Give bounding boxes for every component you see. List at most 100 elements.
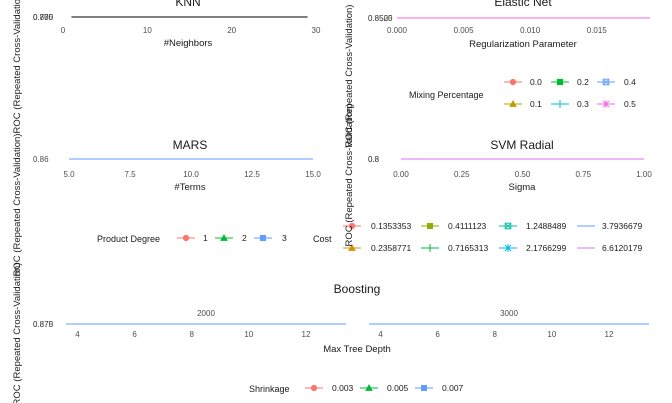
knn-x-tick: 0 — [61, 26, 66, 35]
boost-legend-item-1-label: 0.005 — [387, 383, 409, 393]
knn-y-tick: 0.800 — [33, 13, 54, 22]
enet-x-tick: 0.005 — [454, 26, 475, 35]
svm-legend-item-5-marker — [504, 244, 512, 252]
enet-legend-item-2-marker — [556, 78, 564, 86]
svm-legend-item-1-marker — [348, 243, 356, 251]
enet-x-tick: 0.000 — [387, 26, 408, 35]
boost-facet-label-1: 3000 — [500, 309, 518, 318]
boost-x-tick: 6 — [132, 330, 137, 339]
svm-legend-item-3-marker — [426, 244, 434, 252]
svm-legend-item-7-label: 6.6120179 — [602, 243, 642, 253]
boost-x-tick: 8 — [492, 330, 497, 339]
mars-x-tick: 7.5 — [124, 170, 136, 179]
boost-x-tick: 10 — [244, 330, 253, 339]
svm-legend-item-4-marker-shape-d2 — [504, 222, 512, 230]
enet-legend-item-1-marker — [509, 99, 517, 107]
mars-x-axis-label: #Terms — [174, 182, 205, 193]
mars-y-axis-label: ROC (Repeated Cross-Validation) — [12, 134, 23, 277]
knn-x-tick: 10 — [143, 26, 152, 35]
boost-x-tick: 12 — [605, 330, 614, 339]
boost-legend-item-0-marker — [310, 384, 318, 392]
svm-x-tick: 0.75 — [575, 170, 591, 179]
boost-legend-item-0-label: 0.003 — [332, 383, 354, 393]
enet-x-axis-label: Regularization Parameter — [469, 39, 577, 50]
enet-legend-item-2-marker-shape — [556, 78, 564, 86]
enet-y-tick: 0.8525 — [368, 14, 393, 23]
knn-x-tick: 30 — [312, 26, 321, 35]
mars-legend-item-1-label: 2 — [242, 233, 247, 243]
boost-legend-title: Shrinkage — [249, 384, 290, 394]
mars-legend-title: Product Degree — [97, 234, 160, 244]
svm-legend-item-0-marker-shape — [348, 222, 356, 230]
enet-legend-item-3-marker — [556, 100, 564, 108]
enet-title: Elastic Net — [494, 0, 552, 9]
svm-x-axis-label: Sigma — [509, 182, 537, 193]
svm-y-axis-label: ROC (Repeated Cross-Validation) — [344, 104, 355, 247]
knn-y-axis-label: ROC (Repeated Cross-Validation) — [12, 0, 23, 133]
mars-x-tick: 10.0 — [183, 170, 199, 179]
svm-legend-item-3-label: 0.7165313 — [448, 243, 488, 253]
svm-x-tick: 0.50 — [515, 170, 531, 179]
svm-legend-item-6-label: 3.7936679 — [602, 221, 642, 231]
svm-legend-item-1-marker-shape — [348, 243, 356, 251]
boost-x-tick: 8 — [189, 330, 194, 339]
boost-facet-label-0: 2000 — [197, 309, 215, 318]
enet-x-tick: 0.015 — [587, 26, 608, 35]
svm-legend-item-2-marker — [427, 223, 433, 229]
enet-legend-item-1-marker-shape — [509, 99, 517, 107]
boost-legend-item-0-marker-shape — [310, 384, 318, 392]
mars-legend-item-1-marker-shape — [220, 233, 228, 241]
mars-legend-item-1-marker — [220, 233, 228, 241]
mars-legend-item-0-label: 1 — [203, 233, 208, 243]
boost-y-tick: 0.875 — [33, 320, 54, 329]
svm-legend-item-4-marker-shape — [504, 222, 512, 230]
svm-legend-item-4-label: 1.2488489 — [526, 221, 566, 231]
knn-x-tick: 20 — [227, 26, 236, 35]
svm-legend-item-0-label: 0.1353353 — [371, 221, 411, 231]
mars-legend-item-0-marker-shape — [182, 234, 190, 242]
boost-legend-item-1-marker — [365, 383, 373, 391]
svm-legend-item-2-label: 0.4111123 — [448, 221, 487, 231]
boost-y-tick: 0.870 — [33, 320, 54, 329]
svm-legend-title: Cost — [313, 234, 332, 244]
mars-legend-item-2-marker-shape — [260, 235, 266, 241]
mars-x-tick: 5.0 — [63, 170, 75, 179]
boost-legend-item-2-marker-shape — [421, 385, 427, 391]
enet-legend-item-4-marker-shape — [602, 78, 610, 86]
knn-x-axis-label: #Neighbors — [164, 38, 213, 49]
enet-legend-item-4-marker — [602, 78, 610, 86]
enet-y-tick: 0.8500 — [368, 14, 393, 23]
svm-legend-item-1-label: 0.2358771 — [371, 243, 411, 253]
boost-x-tick: 4 — [75, 330, 80, 339]
enet-legend-title: Mixing Percentage — [409, 90, 484, 100]
boost-legend-item-2-label: 0.007 — [442, 383, 464, 393]
svm-legend-item-5-label: 2.1766299 — [526, 243, 566, 253]
enet-legend-item-4-label: 0.4 — [624, 77, 636, 87]
svm-legend-item-2-marker-shape — [427, 223, 433, 229]
svm-x-tick: 1.00 — [636, 170, 652, 179]
svm-y-tick: 0.8 — [368, 155, 380, 164]
boost-x-tick: 12 — [302, 330, 311, 339]
svm-title: SVM Radial — [490, 138, 553, 152]
mars-legend-item-2-marker — [260, 235, 266, 241]
enet-legend-item-0-marker-shape — [509, 78, 517, 86]
mars-x-tick: 15.0 — [305, 170, 321, 179]
svm-y-tick: 0.8 — [368, 155, 380, 164]
boost-legend-item-1-marker-shape — [365, 383, 373, 391]
boost-y-axis-label: ROC (Repeated Cross-Validation) — [12, 263, 23, 403]
enet-legend-item-0-marker — [509, 78, 517, 86]
boost-legend-item-2-marker — [421, 385, 427, 391]
enet-legend-item-5-label: 0.5 — [624, 99, 636, 109]
enet-legend-item-2-label: 0.2 — [577, 77, 589, 87]
knn-y-tick: 0.775 — [33, 13, 54, 22]
svm-x-tick: 0.25 — [454, 170, 470, 179]
boost-x-tick: 10 — [547, 330, 556, 339]
enet-legend-item-0-label: 0.0 — [530, 77, 542, 87]
boost-x-tick: 4 — [378, 330, 383, 339]
enet-legend-item-5-marker-shape-4 — [602, 100, 610, 108]
boost-x-axis-label: Max Tree Depth — [323, 344, 391, 355]
svm-legend-item-0-marker — [348, 222, 356, 230]
svm-legend-item-4-marker — [504, 222, 512, 230]
knn-y-tick: 0.750 — [33, 13, 54, 22]
